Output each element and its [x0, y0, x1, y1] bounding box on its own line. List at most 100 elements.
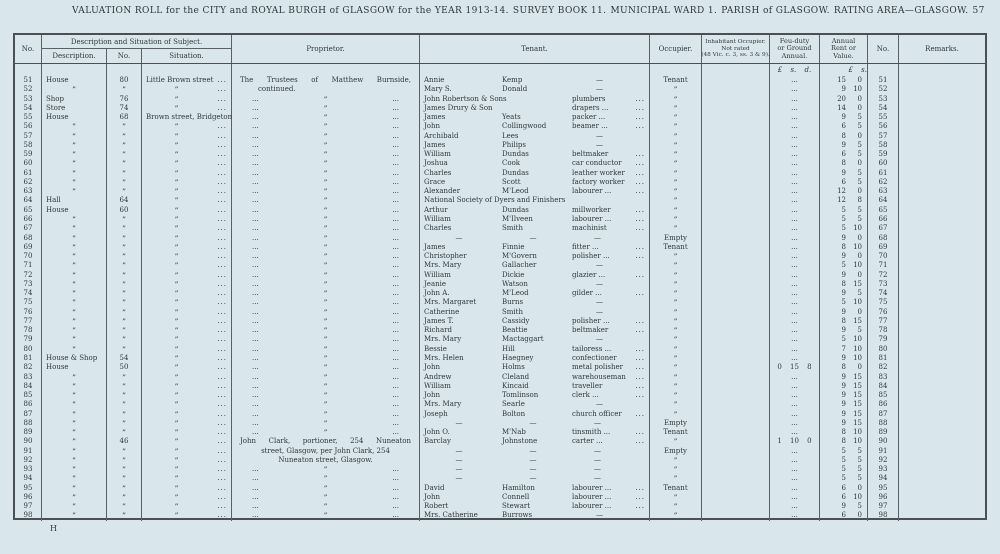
proprietor-ditto: ... ”...	[232, 169, 419, 178]
dots-right: ...	[392, 279, 399, 288]
cell-proprietor: ... ”...	[232, 465, 420, 475]
cell-feu-duty: ...	[770, 353, 820, 364]
cell-proprietor: ... ”...	[232, 279, 420, 290]
tenant-dots	[627, 511, 649, 520]
rent-pounds: 12	[837, 187, 846, 196]
cell-description: ”	[42, 474, 107, 484]
cell-proprietor: ... ”...	[232, 289, 420, 299]
dots-left: ...	[252, 381, 259, 390]
situation-dots: ...	[217, 511, 227, 520]
cell-feu-duty: ...	[770, 289, 820, 299]
rent-shillings: 5	[857, 474, 862, 483]
cell-feu-duty: ...	[770, 418, 820, 429]
dots-right: ...	[392, 465, 399, 474]
cell-annual-rent: 8 10	[820, 428, 868, 438]
cell-street-number: ”	[107, 400, 142, 410]
dots-right: ...	[392, 381, 399, 390]
dots-left: ...	[252, 335, 259, 344]
rent-pounds: 9	[841, 391, 846, 400]
cell-proprietor: Nuneaton street, Glasgow.	[232, 455, 420, 466]
cell-entry-number: 62	[15, 177, 42, 188]
dots-right: ...	[392, 187, 399, 196]
tenant-forename: Arthur	[424, 205, 448, 214]
cell-feu-duty: ...	[770, 177, 820, 188]
table-row: 62”””......”... Grace Scott factory worker.…	[15, 177, 985, 188]
cell-annual-rent: 8 15	[820, 279, 868, 290]
cell-situation: ”...	[142, 261, 232, 271]
cell-remarks	[899, 289, 985, 298]
cell-occupier: ”	[650, 353, 702, 364]
situation-text: ”	[174, 437, 179, 447]
cell-inhabitant-occupier	[702, 140, 770, 151]
cell-inhabitant-occupier	[702, 483, 770, 493]
rent-shillings: 0	[857, 159, 862, 168]
tenant-dots: ...	[635, 224, 645, 233]
cell-inhabitant-occupier	[702, 446, 770, 456]
cell-situation: ”...	[142, 483, 232, 493]
cell-inhabitant-occupier	[702, 242, 770, 253]
tenant-forename: Mrs. Mary	[424, 335, 462, 344]
tenant-forename: Joshua	[424, 159, 448, 168]
cell-street-number: 60	[107, 205, 142, 215]
rent-shillings: 5	[857, 455, 862, 464]
table-row: 82 House 50”......”... John Holms metal polis…	[15, 363, 985, 373]
tenant-dots: ...	[635, 492, 645, 501]
situation-dots: ...	[217, 131, 227, 140]
cell-tenant: John Collingwood beamer ......	[420, 122, 650, 132]
cell-situation: ”...	[142, 168, 232, 178]
tenant-dots	[627, 261, 649, 270]
tenant-surname: Mactaggart	[502, 335, 544, 344]
tenant-surname: Dickie	[502, 270, 525, 279]
dots-left: ...	[252, 353, 259, 362]
dots-left: ...	[252, 326, 259, 335]
cell-feu-duty: ...	[770, 224, 820, 234]
dots-right: ...	[392, 122, 399, 131]
rent-pounds: 8	[841, 279, 846, 288]
rent-shillings: 10	[853, 335, 862, 344]
cell-remarks	[899, 150, 985, 159]
rent-pounds: 9	[841, 372, 846, 381]
cell-entry-number-right: 64	[868, 196, 899, 206]
proprietor-ditto: ... ”...	[232, 280, 419, 289]
dots-left: ...	[252, 140, 259, 149]
cell-entry-number-right: 66	[868, 214, 899, 225]
cell-description: ”	[42, 428, 107, 438]
table-row: 55 House 68 Brown street, Bridgeton...”... J…	[15, 113, 985, 123]
cell-entry-number-right: 65	[868, 205, 899, 215]
tenant-dots: ...	[635, 289, 645, 298]
cell-entry-number-right: 94	[868, 474, 899, 484]
tenant-occupation	[572, 196, 627, 205]
tenant-surname: Beattie	[502, 326, 528, 335]
cell-entry-number: 85	[15, 391, 42, 401]
cell-situation: ”...	[142, 437, 232, 447]
rent-pounds: 6	[841, 511, 846, 520]
tenant-forename: Annie	[424, 76, 445, 84]
situation-text: ”	[174, 316, 179, 326]
situation-text: ”	[174, 233, 179, 243]
cell-proprietor: ... ”...	[232, 363, 420, 373]
cell-entry-number-right: 73	[868, 279, 899, 290]
cell-annual-rent: 9 15	[820, 418, 868, 429]
table-row: 68”””......”... — — — Empty... 9 0 68	[15, 233, 985, 243]
situation-text: ”	[174, 270, 179, 280]
proprietor-ditto: ... ”...	[232, 335, 419, 344]
dots-right: ...	[392, 150, 399, 159]
rent-pounds: 8	[841, 316, 846, 325]
cell-feu-duty: ...	[770, 196, 820, 206]
cell-inhabitant-occupier	[702, 298, 770, 308]
ditto-mark: ”	[323, 242, 328, 252]
cell-street-number: ”	[107, 446, 142, 456]
table-row: 60”””......”... Joshua Cook car conductor..…	[15, 159, 985, 169]
cell-occupier: ”	[650, 298, 702, 308]
cell-proprietor: ... ”...	[232, 270, 420, 280]
cell-description: Hall	[42, 196, 107, 206]
cell-inhabitant-occupier	[702, 113, 770, 123]
cell-street-number: ”	[107, 492, 142, 503]
cell-situation: ”...	[142, 224, 232, 234]
cell-occupier: ”	[650, 270, 702, 280]
situation-text: ”	[174, 428, 179, 438]
tenant-occupation: —	[594, 465, 601, 474]
situation-dots: ...	[217, 159, 227, 168]
cell-entry-number: 89	[15, 428, 42, 438]
situation-text: ”	[174, 140, 179, 150]
